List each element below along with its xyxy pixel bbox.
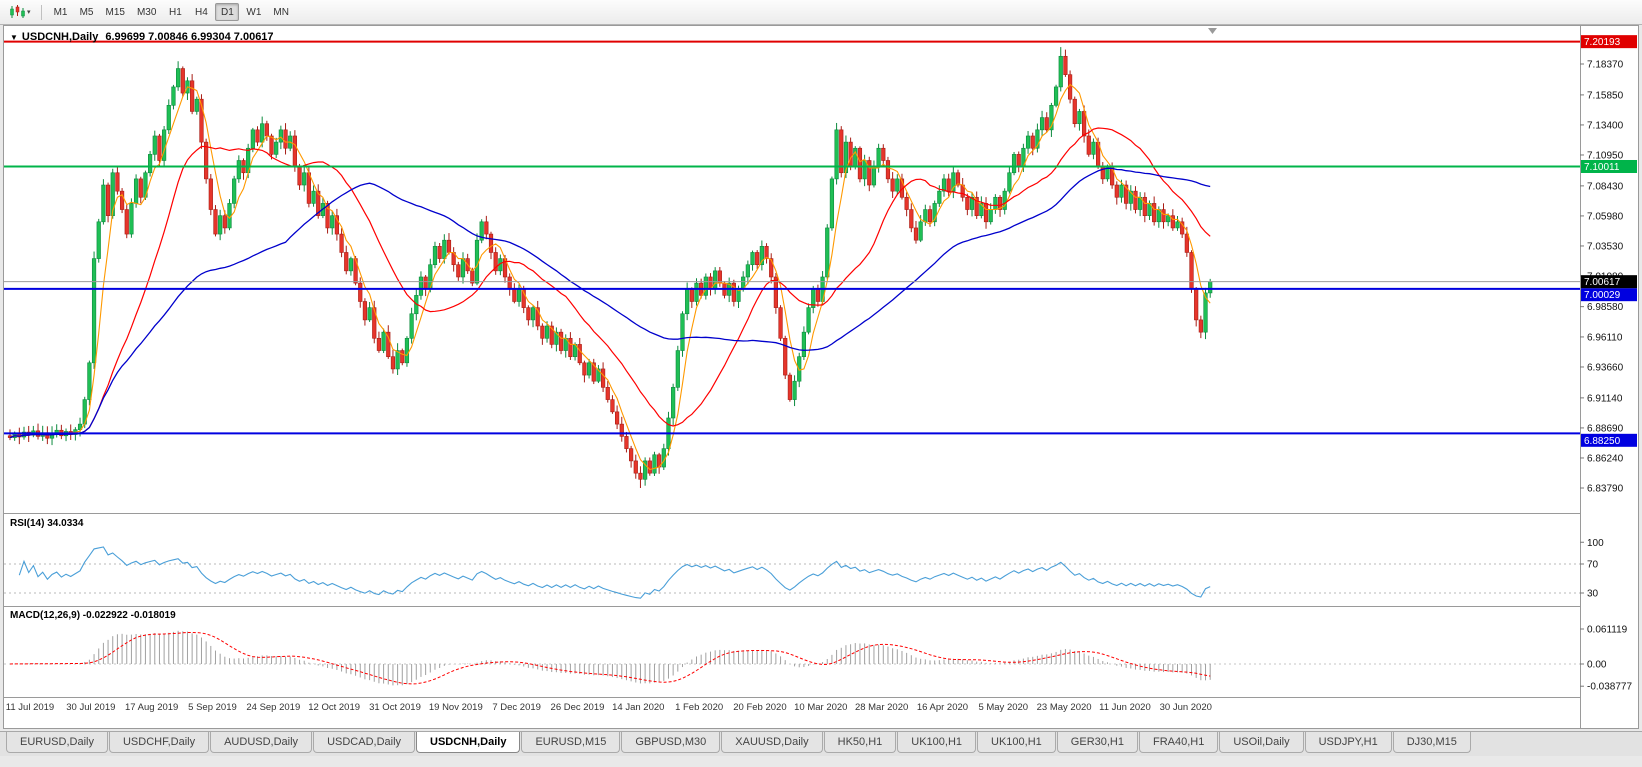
svg-text:23 May 2020: 23 May 2020 xyxy=(1037,702,1092,713)
chart-menu-caret-icon[interactable]: ▼ xyxy=(10,32,18,42)
svg-text:14 Jan 2020: 14 Jan 2020 xyxy=(612,702,664,713)
svg-text:28 Mar 2020: 28 Mar 2020 xyxy=(855,702,908,713)
timeframe-button-m15[interactable]: M15 xyxy=(105,6,125,18)
chart-shift-marker-icon[interactable] xyxy=(1208,28,1217,34)
chart-tab-eurusd-m15[interactable]: EURUSD,M15 xyxy=(521,732,621,753)
svg-text:7.15850: 7.15850 xyxy=(1587,90,1624,101)
chart-tab-hk50-h1[interactable]: HK50,H1 xyxy=(823,732,897,753)
svg-text:30 Jul 2019: 30 Jul 2019 xyxy=(66,702,115,713)
chart-tab-ger30-h1[interactable]: GER30,H1 xyxy=(1056,732,1138,753)
chart-type-button[interactable]: ▾ xyxy=(5,3,35,21)
chart-tab-uk100-h1[interactable]: UK100,H1 xyxy=(977,732,1056,753)
chart-tab-usoil-daily[interactable]: USOil,Daily xyxy=(1219,732,1304,753)
timeframe-button-mn[interactable]: MN xyxy=(273,6,289,18)
svg-text:6.98580: 6.98580 xyxy=(1587,302,1624,313)
svg-text:6.86240: 6.86240 xyxy=(1587,453,1624,464)
svg-text:16 Apr 2020: 16 Apr 2020 xyxy=(917,702,968,713)
svg-text:7.03530: 7.03530 xyxy=(1587,241,1624,252)
svg-text:7.00617: 7.00617 xyxy=(1584,277,1621,288)
timeframe-button-m5[interactable]: M5 xyxy=(79,6,94,18)
svg-text:0.061119: 0.061119 xyxy=(1587,624,1628,635)
chart-title-overlay: ▼ USDCNH,Daily 6.99699 7.00846 6.99304 7.0… xyxy=(10,31,274,43)
chart-tab-xauusd-daily[interactable]: XAUUSD,Daily xyxy=(721,732,823,753)
chart-tab-audusd-daily[interactable]: AUDUSD,Daily xyxy=(210,732,313,753)
price-scale[interactable]: 7.18370 7.15850 7.13400 7.10950 7.08430 7.059… xyxy=(1580,26,1638,728)
svg-text:30 Jun 2020: 30 Jun 2020 xyxy=(1160,702,1212,713)
svg-text:6.96110: 6.96110 xyxy=(1587,332,1623,343)
svg-text:7.05980: 7.05980 xyxy=(1587,211,1624,222)
svg-text:7.10011: 7.10011 xyxy=(1584,162,1620,173)
svg-text:12 Oct 2019: 12 Oct 2019 xyxy=(308,702,360,713)
toolbar-separator xyxy=(40,4,42,20)
time-scale[interactable]: 11 Jul 2019 30 Jul 2019 17 Aug 2019 5 Sep 2… xyxy=(6,702,1212,713)
chart-tab-usdchf-daily[interactable]: USDCHF,Daily xyxy=(108,732,210,753)
svg-text:6.83790: 6.83790 xyxy=(1587,483,1624,494)
timeframe-button-m30[interactable]: M30 xyxy=(136,6,157,18)
chart-tab-usdjpy-h1[interactable]: USDJPY,H1 xyxy=(1304,732,1392,753)
svg-text:24 Sep 2019: 24 Sep 2019 xyxy=(246,702,300,713)
chart-tab-usdcnh-daily[interactable]: USDCNH,Daily xyxy=(416,732,521,753)
svg-text:11 Jul 2019: 11 Jul 2019 xyxy=(6,702,54,713)
svg-text:31 Oct 2019: 31 Oct 2019 xyxy=(369,702,421,713)
chart-tab-dj30-m15[interactable]: DJ30,M15 xyxy=(1392,732,1471,753)
svg-text:6.88250: 6.88250 xyxy=(1584,436,1621,447)
svg-text:20 Feb 2020: 20 Feb 2020 xyxy=(733,702,786,713)
timeframe-button-group: M1 M5 M15 M30 H1 H4 D1 W1 MN xyxy=(48,3,295,21)
timeframe-button-h4[interactable]: H4 xyxy=(195,6,208,18)
chart-tab-gbpusd-m30[interactable]: GBPUSD,M30 xyxy=(621,732,721,753)
svg-text:7.10950: 7.10950 xyxy=(1587,150,1624,161)
chart-tab-bar: EURUSD,Daily USDCHF,Daily AUDUSD,Daily USDC… xyxy=(0,731,1642,756)
svg-text:7.08430: 7.08430 xyxy=(1587,181,1624,192)
svg-text:7.00029: 7.00029 xyxy=(1584,290,1621,301)
svg-text:100: 100 xyxy=(1587,538,1604,549)
chart-tab-usdcad-daily[interactable]: USDCAD,Daily xyxy=(313,732,416,753)
svg-text:5 Sep 2019: 5 Sep 2019 xyxy=(188,702,237,713)
rsi-indicator-label: RSI(14) 34.0334 xyxy=(10,518,84,529)
candlestick-chart-icon xyxy=(10,5,25,18)
svg-text:10 Mar 2020: 10 Mar 2020 xyxy=(794,702,847,713)
svg-text:7.20193: 7.20193 xyxy=(1584,37,1621,48)
chart-tab-fra40-h1[interactable]: FRA40,H1 xyxy=(1139,732,1219,753)
svg-text:6.93660: 6.93660 xyxy=(1587,362,1624,373)
svg-text:1 Feb 2020: 1 Feb 2020 xyxy=(675,702,723,713)
svg-text:6.91140: 6.91140 xyxy=(1587,393,1623,404)
main-price-pane[interactable] xyxy=(4,28,1580,488)
svg-text:19 Nov 2019: 19 Nov 2019 xyxy=(429,702,483,713)
macd-pane[interactable] xyxy=(4,630,1580,686)
timeframe-button-d1[interactable]: D1 xyxy=(215,3,240,21)
chart-ohlc-readout: 6.99699 7.00846 6.99304 7.00617 xyxy=(105,31,274,43)
svg-text:0.00: 0.00 xyxy=(1587,660,1607,671)
svg-text:-0.038777: -0.038777 xyxy=(1587,682,1632,693)
rsi-pane[interactable] xyxy=(4,546,1580,599)
top-toolbar: ▾ M1 M5 M15 M30 H1 H4 D1 W1 MN xyxy=(0,0,1642,25)
timeframe-button-h1[interactable]: H1 xyxy=(169,6,182,18)
timeframe-button-w1[interactable]: W1 xyxy=(246,6,262,18)
svg-text:17 Aug 2019: 17 Aug 2019 xyxy=(125,702,178,713)
svg-text:7 Dec 2019: 7 Dec 2019 xyxy=(492,702,541,713)
macd-indicator-label: MACD(12,26,9) -0.022922 -0.018019 xyxy=(10,610,176,621)
svg-text:30: 30 xyxy=(1587,589,1599,600)
chart-tab-uk100-h1[interactable]: UK100,H1 xyxy=(897,732,977,753)
svg-text:70: 70 xyxy=(1587,560,1599,571)
svg-text:26 Dec 2019: 26 Dec 2019 xyxy=(551,702,605,713)
timeframe-button-m1[interactable]: M1 xyxy=(53,6,68,18)
svg-text:7.13400: 7.13400 xyxy=(1587,120,1624,131)
chart-symbol-label: USDCNH,Daily xyxy=(21,31,99,43)
svg-text:11 Jun 2020: 11 Jun 2020 xyxy=(1099,702,1151,713)
chevron-down-icon: ▾ xyxy=(27,8,31,16)
chart-tab-eurusd-daily[interactable]: EURUSD,Daily xyxy=(6,732,108,753)
svg-text:6.88690: 6.88690 xyxy=(1587,423,1624,434)
svg-text:5 May 2020: 5 May 2020 xyxy=(978,702,1028,713)
svg-text:7.18370: 7.18370 xyxy=(1587,60,1624,71)
